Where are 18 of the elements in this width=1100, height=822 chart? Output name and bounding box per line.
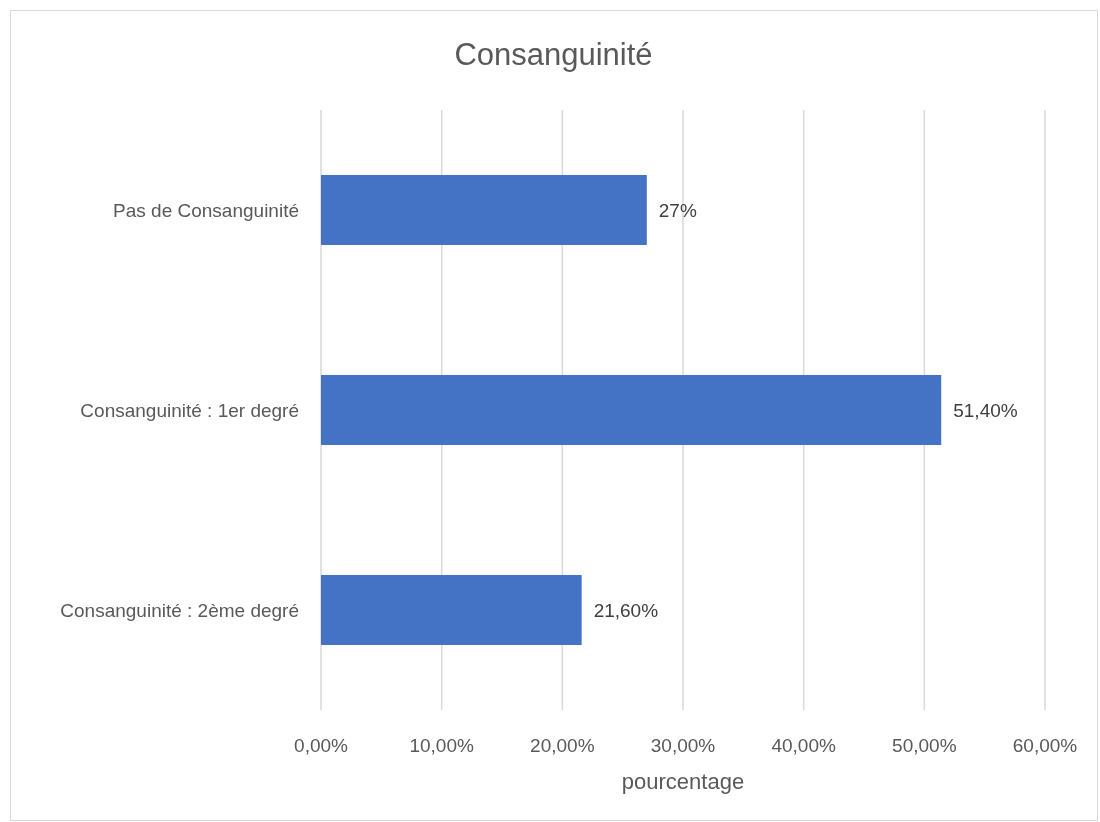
x-tick-label: 50,00%	[892, 735, 957, 756]
bar	[321, 575, 582, 645]
x-tick-label: 20,00%	[530, 735, 595, 756]
x-tick-label: 40,00%	[771, 735, 836, 756]
x-tick-label: 0,00%	[294, 735, 349, 756]
y-tick-label: Pas de Consanguinité	[113, 199, 299, 221]
data-label: 21,60%	[593, 599, 659, 621]
data-label: 51,40%	[953, 399, 1018, 421]
y-tick-label: Consanguinité : 2ème degré	[60, 599, 299, 621]
chart-title: Consanguinité	[454, 37, 653, 72]
x-tick-label: 30,00%	[650, 735, 716, 756]
x-tick-label: 60,00%	[1012, 735, 1078, 756]
x-tick-label: 10,00%	[409, 735, 474, 756]
x-axis-title: pourcentage	[621, 769, 745, 794]
bar	[321, 175, 647, 245]
bar	[321, 375, 942, 445]
y-tick-label: Consanguinité : 1er degré	[80, 399, 299, 421]
data-label: 27%	[658, 199, 697, 221]
